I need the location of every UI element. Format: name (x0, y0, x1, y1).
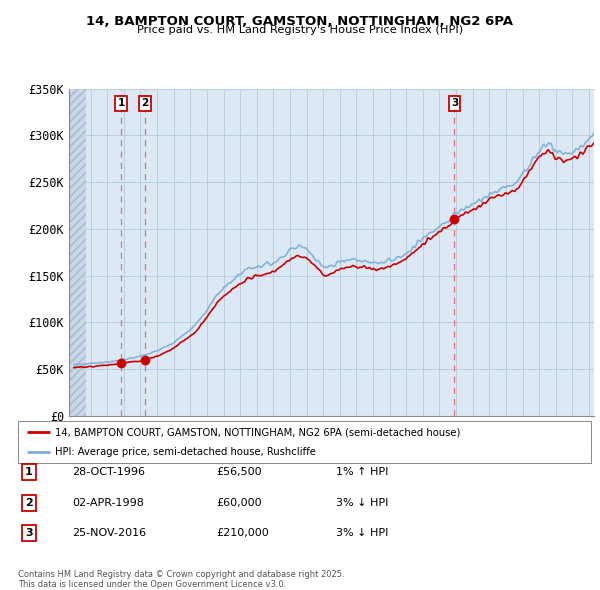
Bar (69, 88, 86, 416)
Text: 2: 2 (141, 99, 148, 108)
Text: HPI: Average price, semi-detached house, Rushcliffe: HPI: Average price, semi-detached house,… (55, 447, 316, 457)
Text: 1: 1 (118, 99, 125, 108)
Text: £210,000: £210,000 (216, 529, 269, 538)
Text: 2: 2 (25, 498, 32, 507)
Text: 3% ↓ HPI: 3% ↓ HPI (336, 529, 388, 538)
Text: 28-OCT-1996: 28-OCT-1996 (72, 467, 145, 477)
Text: 1: 1 (25, 467, 32, 477)
Text: 02-APR-1998: 02-APR-1998 (72, 498, 144, 507)
Text: 3% ↓ HPI: 3% ↓ HPI (336, 498, 388, 507)
Text: 1% ↑ HPI: 1% ↑ HPI (336, 467, 388, 477)
Text: 3: 3 (25, 529, 32, 538)
Text: 3: 3 (451, 99, 458, 108)
Text: 14, BAMPTON COURT, GAMSTON, NOTTINGHAM, NG2 6PA: 14, BAMPTON COURT, GAMSTON, NOTTINGHAM, … (86, 15, 514, 28)
Text: 25-NOV-2016: 25-NOV-2016 (72, 529, 146, 538)
Text: £56,500: £56,500 (216, 467, 262, 477)
Text: 14, BAMPTON COURT, GAMSTON, NOTTINGHAM, NG2 6PA (semi-detached house): 14, BAMPTON COURT, GAMSTON, NOTTINGHAM, … (55, 427, 461, 437)
Text: Contains HM Land Registry data © Crown copyright and database right 2025.
This d: Contains HM Land Registry data © Crown c… (18, 570, 344, 589)
Text: Price paid vs. HM Land Registry's House Price Index (HPI): Price paid vs. HM Land Registry's House … (137, 25, 463, 35)
Text: £60,000: £60,000 (216, 498, 262, 507)
